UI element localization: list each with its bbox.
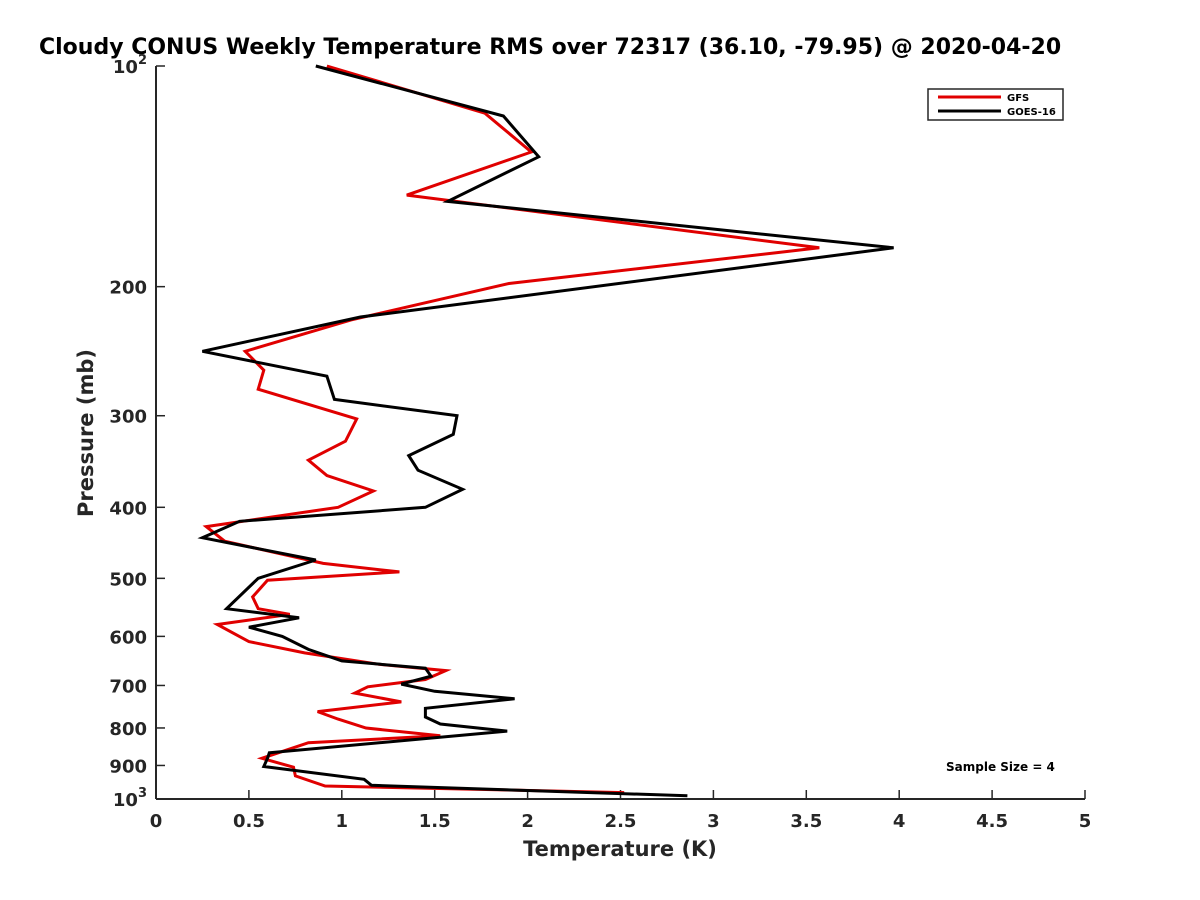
x-axis: 0 0.5 1 1.5 2 2.5 3 3.5 4 4.5 5 (150, 790, 1092, 832)
series-line-goes-16 (197, 64, 894, 798)
x-tick-label: 1 (336, 811, 349, 832)
legend-entries: GFS GOES-16 (938, 93, 1056, 118)
y-tick-label: 200 (109, 278, 147, 299)
x-tick-label: 0.5 (233, 811, 265, 832)
x-tick-label: 1.5 (419, 811, 451, 832)
y-tick-label: 800 (109, 719, 147, 740)
x-tick-label: 3.5 (790, 811, 822, 832)
legend: GFS GOES-16 (927, 88, 1064, 121)
legend-box (927, 88, 1064, 121)
y-tick-label: 102 (113, 53, 147, 78)
y-ticks: 102 200 300 400 500 600 700 800 900 103 (109, 53, 165, 811)
y-tick-label: 300 (109, 407, 147, 428)
x-tick-label: 4.5 (976, 811, 1008, 832)
x-tick-label: 5 (1079, 811, 1092, 832)
series-line-gfs (202, 64, 820, 795)
x-tick-label: 3 (707, 811, 720, 832)
x-tick-label: 0 (150, 811, 163, 832)
x-tick-label: 4 (893, 811, 906, 832)
legend-label-goes-16: GOES-16 (1007, 107, 1056, 118)
y-tick-label: 103 (113, 786, 147, 811)
x-tick-label: 2 (521, 811, 534, 832)
x-ticks: 0 0.5 1 1.5 2 2.5 3 3.5 4 4.5 5 (150, 790, 1092, 832)
y-tick-label: 600 (109, 627, 147, 648)
x-tick-label: 2.5 (605, 811, 637, 832)
sample-size-annotation: Sample Size = 4 (946, 760, 1055, 774)
y-axis: 102 200 300 400 500 600 700 800 900 103 (109, 53, 165, 811)
y-tick-label: 500 (109, 569, 147, 590)
y-axis-label: Pressure (mb) (74, 349, 98, 517)
x-axis-label: Temperature (K) (523, 837, 717, 861)
y-tick-label: 400 (109, 498, 147, 519)
y-tick-label: 700 (109, 676, 147, 697)
chart-title: Cloudy CONUS Weekly Temperature RMS over… (39, 35, 1061, 60)
legend-label-gfs: GFS (1007, 93, 1029, 104)
series-group (197, 64, 894, 798)
y-tick-label: 900 (109, 756, 147, 777)
